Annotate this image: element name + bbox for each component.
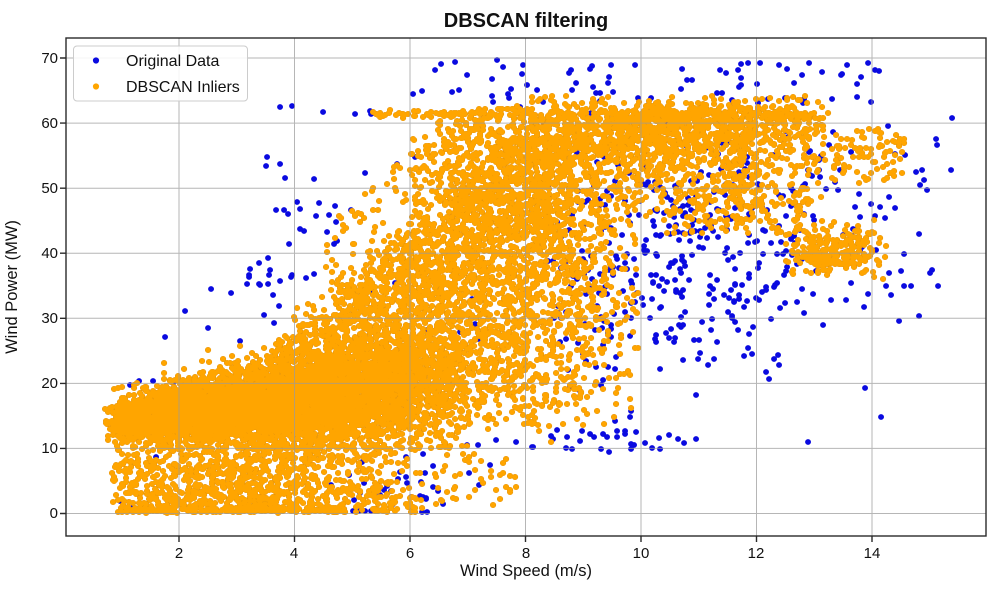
- svg-text:DBSCAN filtering: DBSCAN filtering: [444, 10, 608, 32]
- svg-text:10: 10: [41, 440, 58, 457]
- svg-text:20: 20: [41, 375, 58, 392]
- svg-text:30: 30: [41, 310, 58, 327]
- svg-text:70: 70: [41, 50, 58, 67]
- svg-text:8: 8: [522, 545, 530, 562]
- svg-text:40: 40: [41, 245, 58, 262]
- svg-text:Wind Speed (m/s): Wind Speed (m/s): [460, 562, 592, 580]
- svg-text:50: 50: [41, 180, 58, 197]
- svg-text:14: 14: [864, 545, 881, 562]
- svg-text:Wind Power (MW): Wind Power (MW): [3, 220, 21, 354]
- svg-text:2: 2: [175, 545, 183, 562]
- svg-text:Original Data: Original Data: [126, 53, 219, 70]
- svg-text:60: 60: [41, 115, 58, 132]
- svg-text:6: 6: [406, 545, 414, 562]
- svg-text:0: 0: [50, 505, 58, 522]
- svg-text:10: 10: [633, 545, 650, 562]
- svg-text:12: 12: [748, 545, 765, 562]
- svg-text:4: 4: [290, 545, 298, 562]
- svg-text:DBSCAN Inliers: DBSCAN Inliers: [126, 79, 240, 96]
